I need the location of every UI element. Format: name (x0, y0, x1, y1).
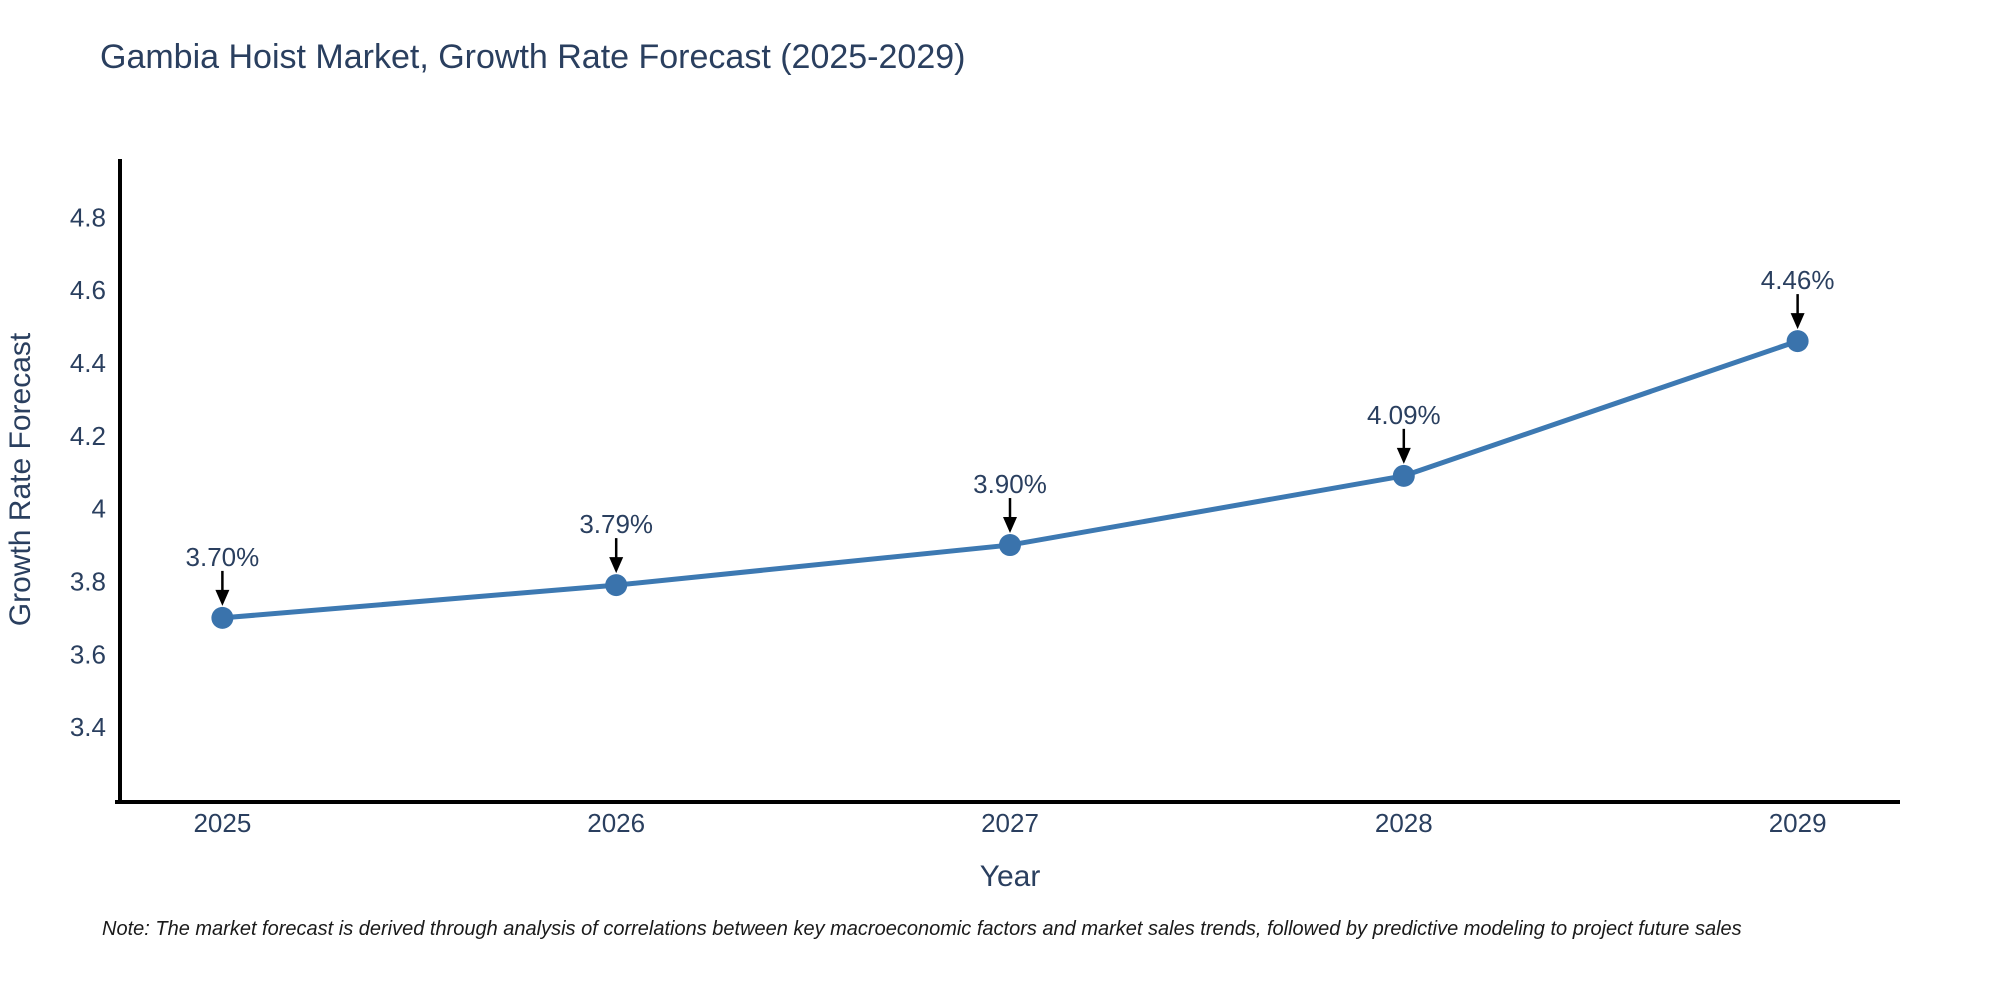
y-axis-title: Growth Rate Forecast (4, 332, 37, 626)
y-tick-label: 3.6 (70, 639, 106, 669)
x-tick-label: 2027 (981, 808, 1039, 838)
y-tick-label: 4.6 (70, 275, 106, 305)
data-point-marker (605, 574, 628, 597)
annotation-arrow-head (1396, 447, 1411, 464)
point-annotation-label: 3.70% (186, 542, 260, 572)
annotation-arrow-head (1003, 517, 1017, 534)
data-point-marker (999, 534, 1021, 557)
axis-lines (115, 159, 1900, 804)
annotation-arrow-head (215, 589, 230, 606)
annotation-arrow-head (1790, 313, 1805, 330)
y-tick-label: 4.2 (70, 421, 106, 451)
y-tick-label: 3.8 (70, 566, 106, 596)
point-annotation-label: 3.90% (973, 469, 1047, 499)
data-point-marker (1786, 330, 1809, 353)
footnote: Note: The market forecast is derived thr… (102, 918, 1742, 940)
point-annotation-label: 4.46% (1761, 265, 1835, 295)
x-tick-label: 2028 (1375, 808, 1433, 838)
x-axis-title: Year (980, 860, 1041, 893)
y-tick-label: 4.4 (70, 348, 106, 378)
y-tick-label: 4.8 (70, 202, 106, 232)
point-annotation-label: 4.09% (1367, 400, 1441, 430)
data-point-marker (211, 606, 234, 629)
annotation-arrow-head (609, 557, 624, 574)
x-tick-label: 2025 (193, 808, 251, 838)
x-tick-label: 2026 (587, 808, 645, 838)
y-tick-label: 3.4 (70, 712, 106, 742)
y-tick-label: 4 (92, 494, 106, 524)
x-tick-label: 2029 (1769, 808, 1827, 838)
data-point-marker (1392, 464, 1415, 487)
chart-title: Gambia Hoist Market, Growth Rate Forecas… (100, 38, 966, 76)
point-annotation-label: 3.79% (579, 509, 653, 539)
